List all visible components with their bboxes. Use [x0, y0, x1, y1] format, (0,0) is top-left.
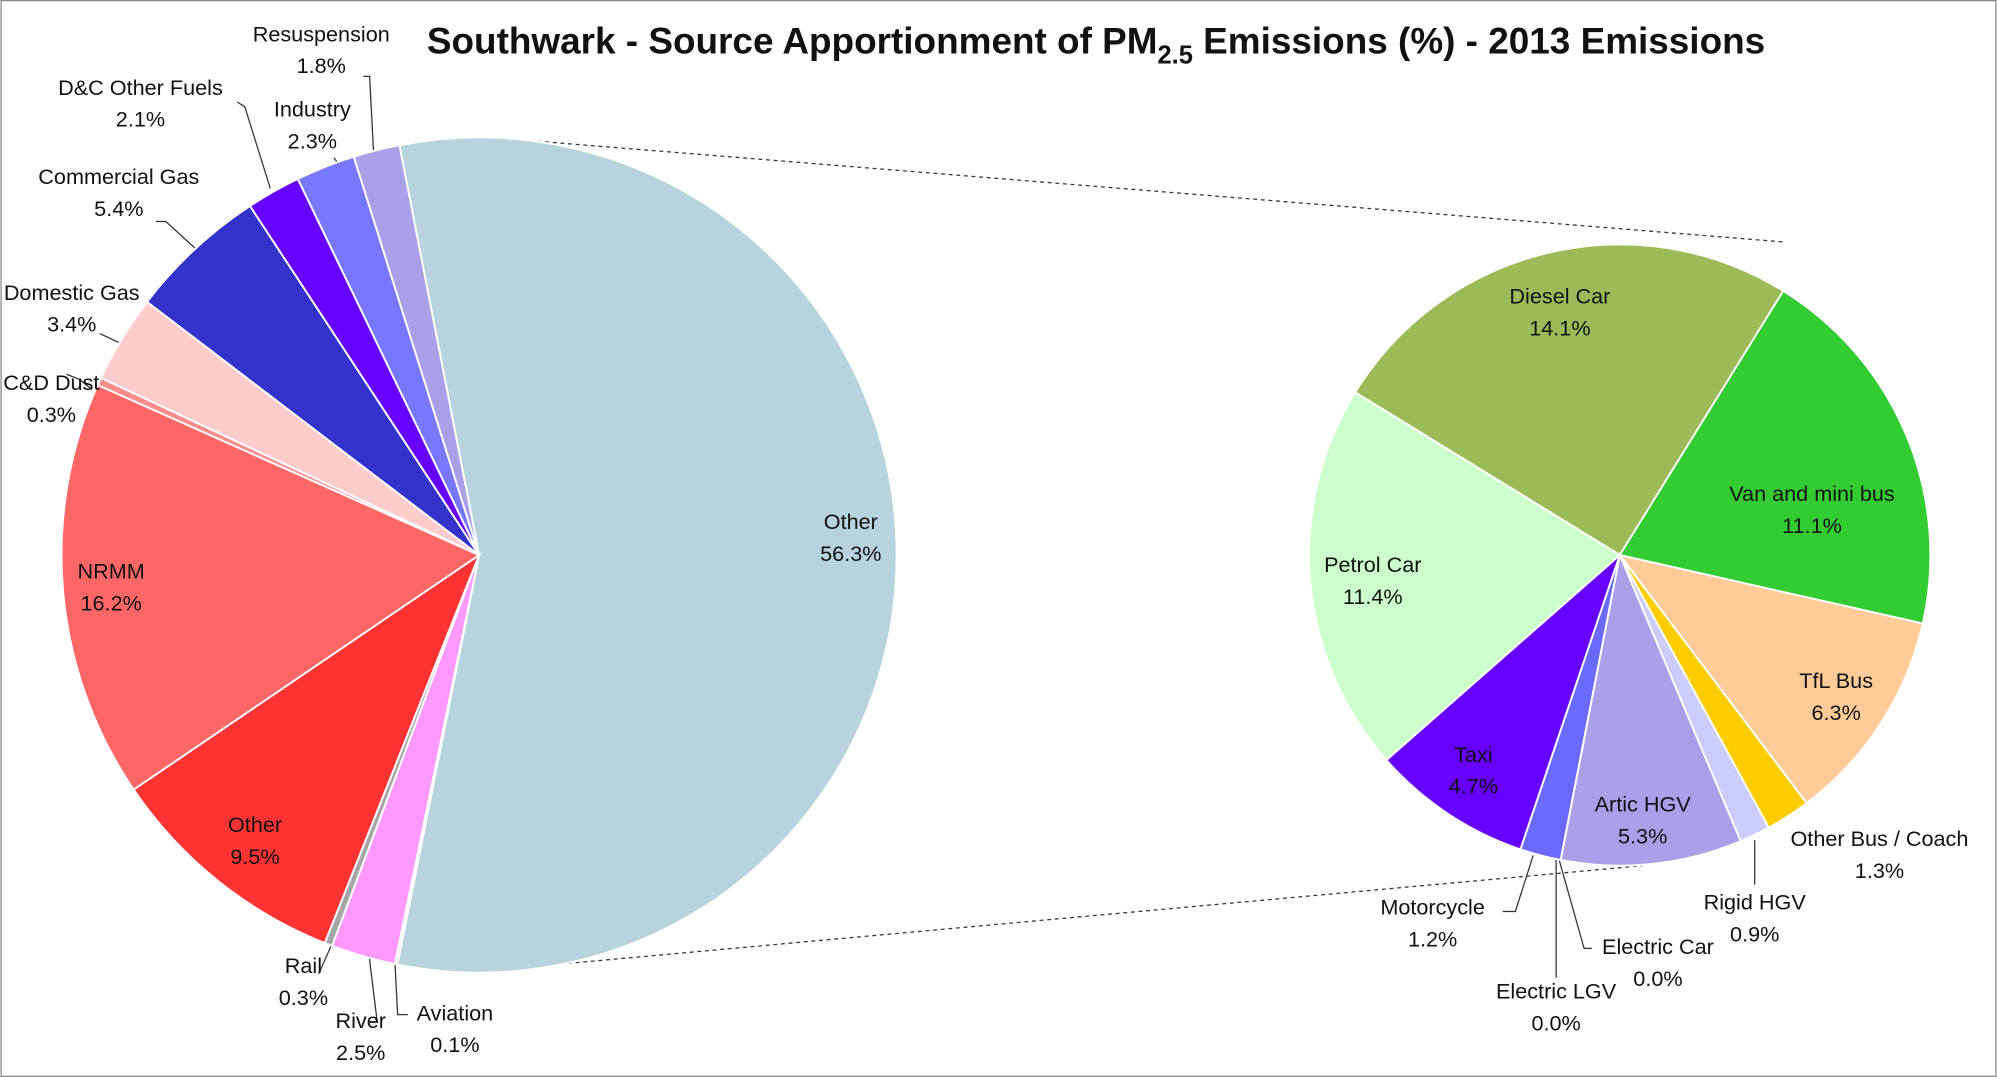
leader-line	[1558, 857, 1592, 950]
pie-slice	[1617, 553, 1924, 805]
value-label: 4.7%	[1449, 774, 1498, 799]
pie-slice	[1353, 243, 1785, 557]
slice-label: Rail	[285, 953, 322, 978]
pie-slice	[352, 144, 481, 556]
value-label: 9.5%	[230, 844, 279, 869]
slice-label: Electric Car	[1602, 934, 1714, 959]
value-label: 0.0%	[1633, 966, 1682, 991]
value-label: 2.5%	[336, 1040, 385, 1065]
value-label: 1.3%	[1855, 858, 1904, 883]
pie-slice	[132, 552, 482, 945]
slice-label: Domestic Gas	[4, 280, 140, 305]
value-label: 2.3%	[288, 128, 337, 153]
slice-label: Taxi	[1454, 742, 1492, 767]
value-label: 56.3%	[820, 541, 881, 566]
slice-label: Van and mini bus	[1729, 481, 1895, 506]
title-part: Emissions (%) - 2013 Emissions	[1193, 20, 1765, 61]
slice-label: River	[335, 1008, 385, 1033]
value-label: 14.1%	[1529, 315, 1590, 340]
value-label: 0.1%	[430, 1032, 479, 1057]
slice-label: Aviation	[417, 1000, 494, 1025]
value-label: 11.1%	[1782, 513, 1842, 538]
leader-line	[155, 220, 197, 250]
value-label: 6.3%	[1812, 700, 1861, 725]
value-label: 3.4%	[47, 312, 96, 337]
slice-label: Diesel Car	[1509, 284, 1610, 309]
value-label: 2.1%	[116, 107, 165, 132]
slice-label: Other	[824, 509, 878, 534]
slice-label: Other	[228, 812, 282, 837]
pie-slice	[145, 204, 480, 556]
leader-line	[236, 101, 271, 189]
value-label: 1.2%	[1408, 927, 1457, 952]
value-label: 11.4%	[1343, 584, 1403, 609]
pie-slice	[1308, 390, 1622, 762]
slice-label: D&C Other Fuels	[58, 75, 223, 100]
value-label: 0.9%	[1730, 921, 1779, 946]
slice-label: Commercial Gas	[38, 164, 199, 189]
value-label: 0.3%	[27, 402, 76, 427]
leader-line	[394, 964, 408, 1016]
leader-line	[99, 332, 122, 345]
slice-label: Artic HGV	[1595, 792, 1692, 817]
title-subscript: 2.5	[1158, 42, 1193, 70]
value-label: 5.3%	[1618, 823, 1667, 848]
slice-label: TfL Bus	[1799, 668, 1873, 693]
slice-label: Rigid HGV	[1704, 890, 1807, 915]
leader-line	[367, 949, 378, 1023]
chart-title: Southwark - Source Apportionment of PM2.…	[427, 20, 1765, 69]
leader-line	[363, 75, 375, 151]
value-label: 16.2%	[81, 590, 142, 615]
value-label: 5.4%	[94, 196, 143, 221]
value-label: 0.0%	[1531, 1011, 1580, 1036]
pie-slice	[396, 136, 898, 974]
leader-line	[1502, 855, 1534, 913]
pie-slice	[60, 383, 482, 791]
title-part: Southwark - Source Apportionment of PM	[427, 20, 1158, 61]
slice-label: Resuspension	[253, 21, 390, 46]
slice-label: Industry	[274, 96, 351, 121]
value-label: 1.8%	[297, 53, 346, 78]
pie-slice	[1385, 551, 1622, 851]
slice-label: C&D Dust	[3, 370, 99, 395]
value-label: 0.3%	[279, 985, 328, 1010]
slice-label: Electric LGV	[1496, 979, 1617, 1004]
slice-label: NRMM	[78, 559, 145, 584]
slice-label: Petrol Car	[1324, 552, 1421, 577]
leader-line	[66, 373, 93, 391]
slice-label: Other Bus / Coach	[1791, 826, 1969, 851]
slice-label: Motorcycle	[1380, 895, 1485, 920]
pie-slice	[1618, 289, 1932, 625]
